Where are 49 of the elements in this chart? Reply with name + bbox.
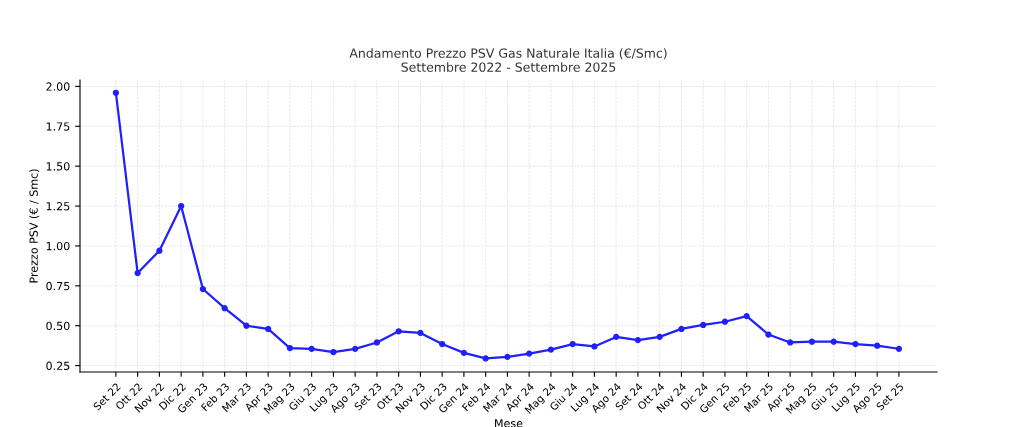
point bbox=[243, 322, 250, 329]
point bbox=[526, 350, 533, 357]
y-axis-title: Prezzo PSV (€ / Smc) bbox=[29, 169, 40, 283]
point bbox=[504, 353, 511, 360]
y-tick-label: 1.00 bbox=[46, 241, 70, 251]
point bbox=[156, 247, 163, 254]
y-tick-label: 0.50 bbox=[46, 321, 70, 331]
point bbox=[830, 338, 837, 345]
point bbox=[895, 345, 903, 352]
point bbox=[787, 339, 794, 346]
point bbox=[373, 339, 381, 346]
point bbox=[613, 333, 620, 341]
point bbox=[721, 318, 729, 325]
point bbox=[634, 336, 642, 344]
point bbox=[591, 343, 598, 350]
y-tick-label: 2.00 bbox=[46, 82, 70, 91]
y-tick-label: 0.75 bbox=[46, 281, 70, 291]
point bbox=[199, 285, 207, 293]
point bbox=[460, 349, 468, 356]
point bbox=[482, 355, 489, 362]
point bbox=[178, 202, 185, 210]
point bbox=[352, 345, 359, 352]
point bbox=[874, 342, 881, 349]
point bbox=[700, 321, 707, 329]
point bbox=[308, 345, 315, 352]
point bbox=[112, 89, 120, 96]
point bbox=[808, 338, 816, 345]
y-tick-label: 1.25 bbox=[46, 202, 70, 211]
point bbox=[547, 346, 555, 353]
x-axis-title: Mese bbox=[495, 419, 523, 427]
point bbox=[852, 340, 859, 348]
point bbox=[417, 329, 424, 337]
chart-subtitle: Settembre 2022 - Settembre 2025 bbox=[401, 62, 616, 72]
point bbox=[395, 328, 402, 335]
point bbox=[330, 348, 337, 356]
point bbox=[656, 333, 663, 341]
y-tick-label: 0.25 bbox=[46, 361, 70, 370]
point bbox=[134, 269, 141, 277]
point bbox=[678, 325, 685, 333]
point bbox=[286, 344, 294, 352]
point bbox=[765, 331, 772, 338]
point bbox=[439, 340, 446, 348]
point bbox=[265, 325, 272, 333]
chart-title: Andamento Prezzo PSV Gas Naturale Italia (€/Smc) bbox=[349, 48, 667, 60]
point bbox=[743, 313, 750, 320]
point bbox=[221, 305, 228, 312]
y-tick-label: 1.50 bbox=[46, 162, 70, 171]
point bbox=[569, 340, 576, 348]
y-tick-label: 1.75 bbox=[46, 122, 70, 131]
